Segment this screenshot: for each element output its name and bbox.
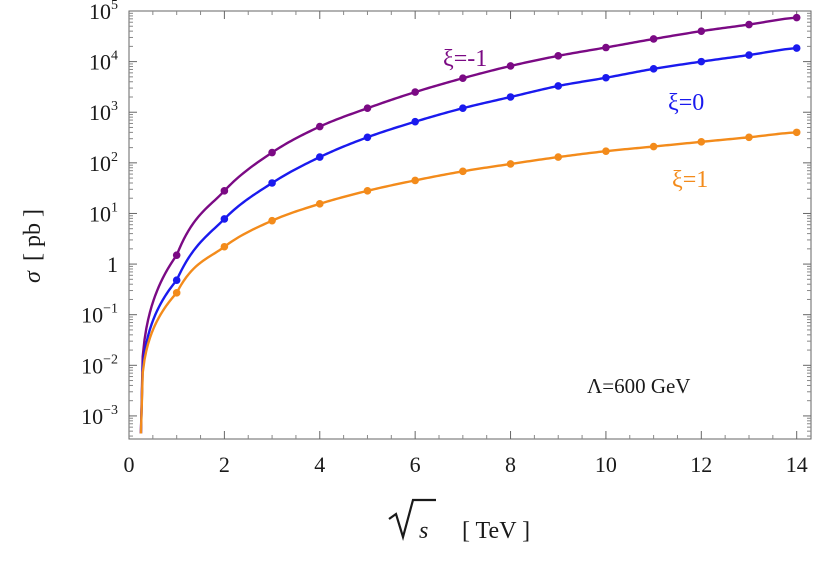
series-label-xi-1: ξ=1 bbox=[672, 167, 708, 193]
x-axis-label: s [ TeV ] bbox=[388, 498, 530, 544]
y-tick-label: 10−3 bbox=[81, 403, 118, 429]
sqrt-icon bbox=[388, 498, 436, 541]
data-point bbox=[697, 27, 706, 35]
data-point bbox=[411, 117, 419, 126]
data-point bbox=[602, 43, 610, 52]
lambda-annotation: Λ=600 GeV bbox=[587, 374, 690, 398]
data-point bbox=[745, 133, 753, 142]
data-point bbox=[411, 88, 419, 96]
data-point bbox=[363, 133, 372, 142]
y-tick-label: 102 bbox=[89, 150, 118, 176]
data-point bbox=[172, 276, 181, 285]
data-point bbox=[363, 187, 372, 195]
data-point bbox=[315, 153, 324, 161]
x-tick-label: 0 bbox=[124, 452, 135, 477]
data-point bbox=[649, 142, 658, 151]
data-point bbox=[459, 74, 467, 83]
data-point bbox=[554, 153, 563, 161]
y-axis-symbol: σ bbox=[20, 270, 46, 283]
series-label-xi-minus1: ξ=-1 bbox=[443, 46, 487, 72]
data-point bbox=[315, 122, 324, 131]
y-tick-label: 10−2 bbox=[81, 352, 118, 378]
x-tick-label: 6 bbox=[410, 452, 421, 477]
data-point bbox=[268, 148, 276, 157]
y-tick-label: 101 bbox=[89, 200, 118, 226]
y-tick-label: 10−1 bbox=[81, 302, 118, 328]
data-point bbox=[697, 57, 706, 66]
data-point bbox=[363, 104, 372, 113]
x-tick-label: 8 bbox=[505, 452, 516, 477]
data-point bbox=[792, 13, 801, 22]
data-point bbox=[745, 20, 753, 29]
x-tick-label: 2 bbox=[219, 452, 230, 477]
data-point bbox=[268, 179, 276, 187]
data-point bbox=[792, 44, 801, 52]
x-axis-symbol: s bbox=[419, 518, 428, 544]
x-tick-label: 4 bbox=[314, 452, 325, 477]
x-tick-label: 14 bbox=[786, 452, 808, 477]
data-point bbox=[602, 147, 610, 155]
data-point bbox=[220, 242, 229, 251]
data-point bbox=[506, 62, 515, 70]
x-axis-unit: [ TeV ] bbox=[462, 518, 530, 544]
y-tick-label: 104 bbox=[89, 49, 118, 75]
data-point bbox=[602, 73, 610, 82]
data-point bbox=[268, 216, 276, 225]
data-point bbox=[792, 128, 801, 137]
data-point bbox=[315, 200, 324, 208]
series-label-xi-0: ξ=0 bbox=[668, 90, 704, 116]
data-point bbox=[554, 52, 563, 60]
data-point bbox=[554, 82, 563, 90]
data-point bbox=[220, 215, 229, 223]
y-axis-label: σ [ pb ] bbox=[20, 209, 46, 283]
data-point bbox=[506, 93, 515, 101]
y-tick-label: 1 bbox=[107, 252, 118, 277]
axis-ticks bbox=[128, 10, 811, 439]
data-point bbox=[459, 167, 467, 176]
data-point bbox=[459, 104, 467, 113]
data-point bbox=[697, 138, 706, 146]
data-point bbox=[649, 65, 658, 73]
series-curves bbox=[139, 16, 797, 434]
x-tick-label: 12 bbox=[690, 452, 712, 477]
y-tick-labels: 10−3 10−2 10−1 1 101 102 103 104 105 bbox=[81, 0, 118, 429]
series-points bbox=[172, 13, 801, 297]
data-point bbox=[411, 176, 419, 185]
y-axis-unit: [ pb ] bbox=[20, 209, 46, 261]
x-tick-label: 10 bbox=[595, 452, 617, 477]
x-tick-labels: 0 2 4 6 8 10 12 14 bbox=[124, 452, 808, 477]
data-point bbox=[172, 289, 181, 297]
data-point bbox=[220, 187, 229, 195]
data-point bbox=[506, 160, 515, 168]
data-point bbox=[745, 51, 753, 59]
y-tick-label: 103 bbox=[89, 99, 118, 125]
y-tick-label: 105 bbox=[89, 0, 118, 24]
data-point bbox=[649, 35, 658, 43]
data-point bbox=[172, 251, 181, 259]
series-line-0 bbox=[139, 16, 797, 434]
